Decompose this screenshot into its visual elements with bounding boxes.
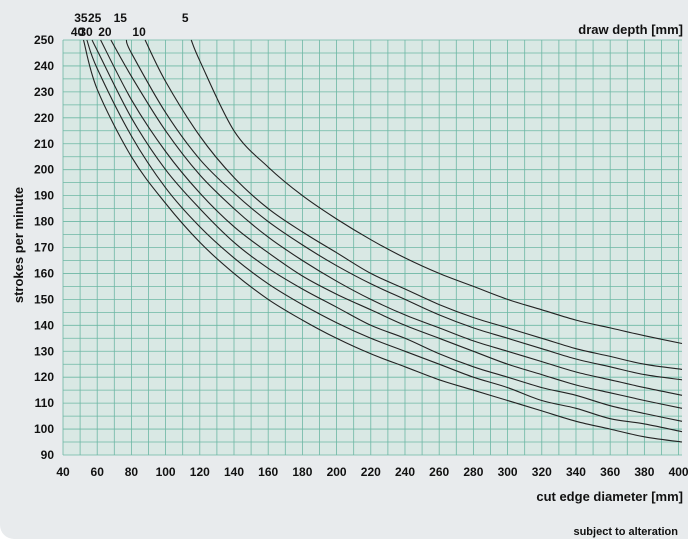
series-label: 35 <box>74 11 88 25</box>
series-label: 25 <box>88 11 102 25</box>
series-label: 15 <box>114 11 128 25</box>
y-tick-label: 250 <box>34 33 54 47</box>
x-tick-label: 140 <box>224 465 244 479</box>
series-line-30 <box>91 39 683 422</box>
y-tick-label: 150 <box>34 292 54 306</box>
x-tick-labels: 40 60 80 100 120 140 160 180 200 220 240 260 280 300 3… <box>56 465 688 479</box>
x-tick-label: 260 <box>429 465 449 479</box>
series-label: 30 <box>79 25 93 39</box>
x-tick-label: 360 <box>600 465 620 479</box>
series-lines <box>82 39 683 443</box>
series-line-5 <box>190 39 683 345</box>
y-tick-label: 100 <box>34 422 54 436</box>
x-tick-label: 400 <box>669 465 688 479</box>
x-tick-label: 340 <box>566 465 586 479</box>
series-line-35 <box>86 39 683 433</box>
y-tick-label: 170 <box>34 241 54 255</box>
x-tick-label: 80 <box>125 465 139 479</box>
series-label: 5 <box>182 11 189 25</box>
x-tick-label: 380 <box>634 465 654 479</box>
x-tick-label: 280 <box>463 465 483 479</box>
x-tick-label: 180 <box>292 465 312 479</box>
y-tick-label: 120 <box>34 370 54 384</box>
x-tick-label: 60 <box>91 465 105 479</box>
series-line-15 <box>125 39 683 381</box>
footnote: subject to alteration <box>573 526 678 538</box>
x-tick-label: 100 <box>156 465 176 479</box>
grid-lines <box>62 39 682 456</box>
x-tick-label: 200 <box>327 465 347 479</box>
y-tick-label: 240 <box>34 59 54 73</box>
y-tick-label: 230 <box>34 85 54 99</box>
x-axis-label: cut edge diameter [mm] <box>536 489 683 504</box>
x-tick-label: 220 <box>361 465 381 479</box>
x-tick-label: 120 <box>190 465 210 479</box>
x-tick-label: 300 <box>498 465 518 479</box>
x-tick-label: 40 <box>56 465 70 479</box>
y-tick-label: 160 <box>34 266 54 280</box>
y-tick-label: 90 <box>41 448 55 462</box>
y-tick-label: 110 <box>35 396 55 410</box>
y-tick-label: 190 <box>34 189 54 203</box>
x-tick-label: 240 <box>395 465 415 479</box>
series-line-40 <box>82 39 683 443</box>
y-tick-label: 210 <box>34 137 54 151</box>
x-tick-label: 320 <box>532 465 552 479</box>
y-tick-label: 140 <box>34 318 54 332</box>
y-tick-label: 180 <box>34 215 54 229</box>
series-line-10 <box>144 39 683 370</box>
series-label: 40 <box>71 25 85 39</box>
y-tick-label: 220 <box>34 111 54 125</box>
series-label: 10 <box>132 25 146 39</box>
series-line-25 <box>100 39 683 409</box>
series-line-20 <box>110 39 683 396</box>
legend-title: draw depth [mm] <box>578 22 683 37</box>
y-axis-label: strokes per minute <box>11 187 26 303</box>
y-tick-label: 200 <box>34 163 54 177</box>
series-label: 20 <box>98 25 112 39</box>
y-tick-labels: 90 100 110 120 130 140 150 160 170 180 190 200 210 22… <box>34 33 54 462</box>
x-tick-label: 160 <box>258 465 278 479</box>
y-tick-label: 130 <box>34 344 54 358</box>
